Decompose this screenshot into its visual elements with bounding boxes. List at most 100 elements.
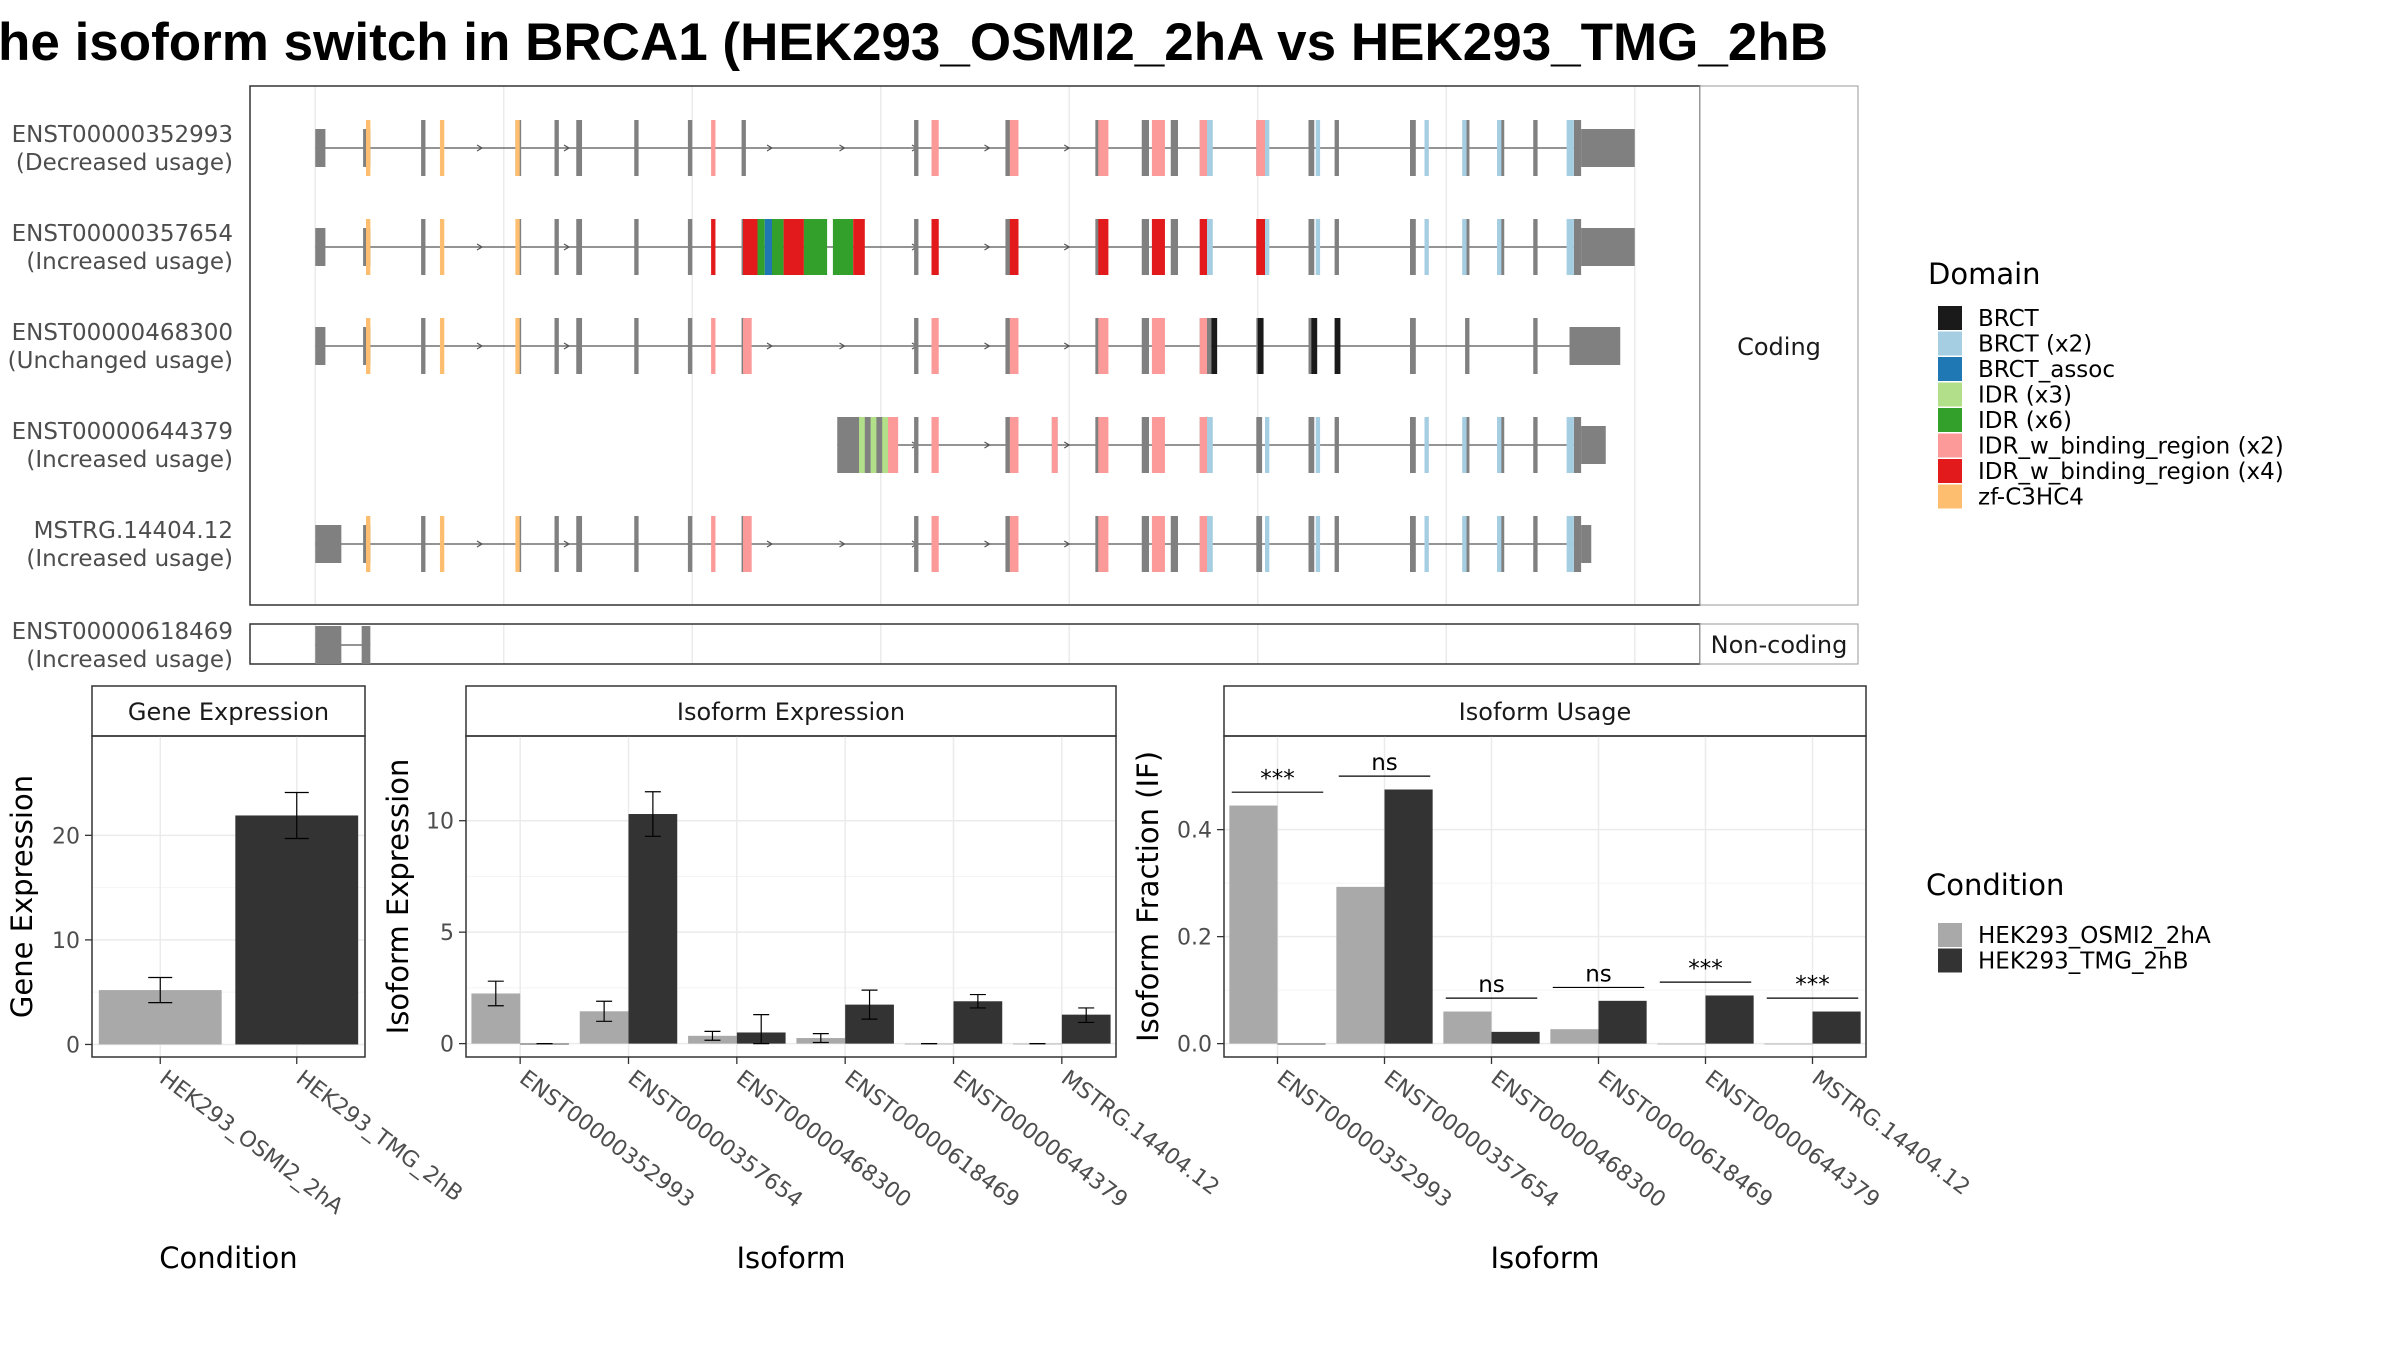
exon-block	[914, 516, 919, 572]
legend-swatch	[1938, 948, 1962, 973]
exon-block	[315, 525, 342, 563]
exon-block	[634, 516, 639, 572]
exon-block	[634, 219, 639, 275]
exon-block	[1308, 516, 1315, 572]
exon-block	[315, 129, 326, 167]
transcript-usage: (Decreased usage)	[16, 150, 233, 176]
domain-block	[1151, 318, 1165, 374]
noncoding-strip-label: Non-coding	[1711, 631, 1848, 659]
domain-block	[1207, 417, 1213, 473]
domain-block	[1207, 120, 1213, 176]
strand-arrow	[766, 342, 774, 350]
exon-block	[1499, 516, 1505, 572]
y-tick-label: 20	[52, 824, 80, 849]
domain-block	[931, 318, 939, 374]
exon-block	[1410, 417, 1416, 473]
panel-strip-label: Isoform Expression	[677, 698, 905, 726]
strand-arrow	[1063, 243, 1071, 251]
domain-block	[832, 219, 854, 275]
domain-block	[870, 417, 877, 473]
exon-block	[1465, 417, 1470, 473]
exon-block	[1499, 219, 1505, 275]
domain-block	[1497, 417, 1502, 473]
domain-block	[1009, 120, 1019, 176]
domain-block	[1265, 417, 1270, 473]
domain-block	[1265, 219, 1270, 275]
domain-block	[1199, 318, 1207, 374]
legend-swatch	[1938, 382, 1962, 407]
significance-label: ***	[1795, 972, 1830, 998]
exon-block	[1499, 120, 1505, 176]
exon-block	[687, 219, 693, 275]
domain-block	[1051, 417, 1058, 473]
strand-arrow	[476, 243, 484, 251]
exon-block	[1533, 516, 1538, 572]
exon-block	[1465, 219, 1470, 275]
exon-block	[1005, 516, 1012, 572]
strand-arrow	[1063, 540, 1071, 548]
y-tick-label: 5	[440, 921, 454, 946]
domain-block	[1098, 318, 1109, 374]
domain-block	[931, 219, 939, 275]
domain-block	[931, 516, 939, 572]
bar	[1491, 1031, 1540, 1044]
bar	[235, 815, 359, 1045]
transcript-row: ENST00000357654(Increased usage)	[12, 219, 1635, 275]
exon-block	[634, 120, 639, 176]
significance-label: ***	[1688, 956, 1723, 982]
exon-block	[1573, 120, 1582, 176]
exon-block	[1141, 219, 1149, 275]
y-tick-label: 10	[426, 810, 454, 835]
domain-block	[1497, 120, 1502, 176]
domain-block	[1009, 318, 1019, 374]
domain-block	[757, 219, 765, 275]
exon-block	[1256, 417, 1263, 473]
significance-label: ns	[1585, 961, 1612, 987]
domain-block	[711, 318, 716, 374]
transcript-id: ENST00000468300	[12, 320, 233, 346]
strand-arrow	[476, 342, 484, 350]
x-tick-label: ENST00000644379	[1700, 1066, 1884, 1213]
strand-arrow	[984, 243, 991, 251]
panel-strip-label: Gene Expression	[128, 698, 329, 726]
exon-block	[1581, 228, 1635, 266]
exon-block	[1005, 219, 1012, 275]
transcript-usage: (Increased usage)	[26, 647, 233, 673]
transcript-row: ENST00000644379(Increased usage)	[12, 417, 1606, 473]
domain-block	[1098, 417, 1109, 473]
noncoding-grid	[314, 624, 1636, 664]
isoform-expression-chart: Isoform Expression0510ENST00000352993ENS…	[381, 685, 1224, 1275]
exon-block	[634, 318, 639, 374]
exon-block	[1573, 516, 1582, 572]
legend-swatch	[1938, 357, 1962, 381]
domain-block	[1257, 318, 1264, 374]
strand-arrow	[839, 540, 846, 548]
exon-block	[554, 120, 559, 176]
y-tick-label: 0	[66, 1033, 80, 1058]
bar	[1277, 1043, 1326, 1045]
domain-block	[859, 417, 865, 473]
x-axis-title: Isoform	[736, 1241, 845, 1275]
domain-block	[1424, 417, 1429, 473]
strand-arrow	[563, 243, 571, 251]
exon-block	[1573, 219, 1582, 275]
domain-block	[1265, 516, 1270, 572]
exon-block	[576, 318, 583, 374]
exon-block	[914, 219, 919, 275]
legend-swatch	[1938, 433, 1962, 458]
domain-block	[1199, 219, 1207, 275]
strand-arrow	[984, 441, 991, 449]
domain-block	[1315, 417, 1321, 473]
y-tick-label: 0.0	[1177, 1033, 1212, 1058]
domain-block	[1315, 516, 1321, 572]
exon-block	[1308, 120, 1315, 176]
x-tick-label: ENST00000352993	[515, 1066, 699, 1213]
transcript-usage: (Unchanged usage)	[8, 348, 233, 374]
exon-block	[1410, 219, 1416, 275]
exon-block	[1005, 318, 1012, 374]
strand-arrow	[839, 342, 846, 350]
exon-block	[1581, 525, 1592, 563]
exon-block	[687, 120, 693, 176]
legend-label: HEK293_OSMI2_2hA	[1978, 923, 2211, 949]
